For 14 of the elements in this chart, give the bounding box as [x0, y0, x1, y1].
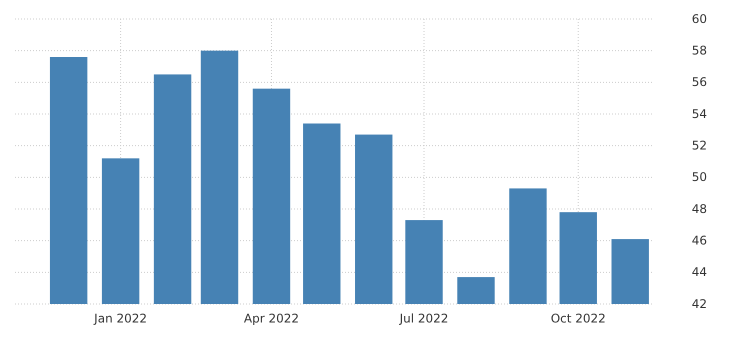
y-tick-label: 44 — [692, 265, 707, 280]
x-tick-label: Apr 2022 — [244, 312, 300, 326]
y-tick-label: 42 — [692, 296, 707, 311]
y-tick-label: 60 — [692, 12, 707, 26]
y-tick-label: 48 — [692, 202, 707, 216]
y-tick-label: 58 — [692, 44, 707, 58]
y-tick-label: 54 — [692, 106, 707, 121]
x-tick-label: Jul 2022 — [398, 312, 448, 326]
y-tick-label: 50 — [692, 170, 707, 184]
x-tick-label: Jan 2022 — [93, 312, 148, 326]
y-tick-label: 46 — [692, 234, 707, 248]
y-tick-label: 52 — [692, 138, 707, 153]
x-tick-label: Oct 2022 — [550, 312, 606, 326]
y-tick-label: 56 — [692, 75, 707, 90]
